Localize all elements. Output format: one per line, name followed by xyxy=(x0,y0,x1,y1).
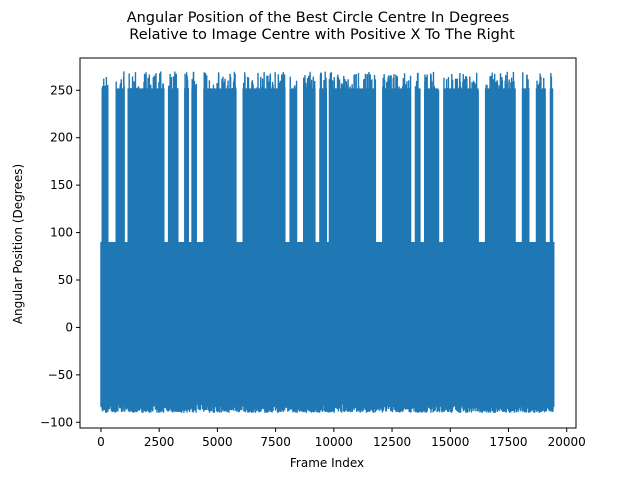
y-tick-label: 150 xyxy=(50,178,73,192)
series-line xyxy=(100,71,555,413)
x-tick-label: 5000 xyxy=(202,435,233,449)
y-axis-label: Angular Position (Degrees) xyxy=(11,164,25,324)
x-tick-label: 12500 xyxy=(373,435,411,449)
x-tick-label: 17500 xyxy=(489,435,527,449)
y-tick-label: 50 xyxy=(58,273,73,287)
y-tick-label: −100 xyxy=(40,415,73,429)
x-tick-label: 10000 xyxy=(315,435,353,449)
y-axis: −100 −50 0 50 100 150 200 250 xyxy=(40,83,80,429)
x-tick-label: 7500 xyxy=(260,435,291,449)
y-tick-label: −50 xyxy=(48,368,73,382)
chart-title-line-1: Angular Position of the Best Circle Cent… xyxy=(127,10,510,26)
y-tick-label: 100 xyxy=(50,226,73,240)
chart-title-line-2: Relative to Image Centre with Positive X… xyxy=(129,27,515,43)
x-tick-label: 20000 xyxy=(548,435,586,449)
y-tick-label: 0 xyxy=(65,320,73,334)
x-tick-label: 15000 xyxy=(431,435,469,449)
chart-title: Angular Position of the Best Circle Cent… xyxy=(127,10,515,43)
x-tick-label: 2500 xyxy=(144,435,175,449)
y-tick-label: 250 xyxy=(50,83,73,97)
y-tick-label: 200 xyxy=(50,131,73,145)
x-tick-label: 0 xyxy=(97,435,105,449)
x-axis: 0 2500 5000 7500 10000 12500 15000 17500 20000 xyxy=(97,428,586,449)
series-layer xyxy=(100,71,555,413)
plot-frame xyxy=(79,57,577,429)
x-axis-label: Frame Index xyxy=(290,456,364,470)
